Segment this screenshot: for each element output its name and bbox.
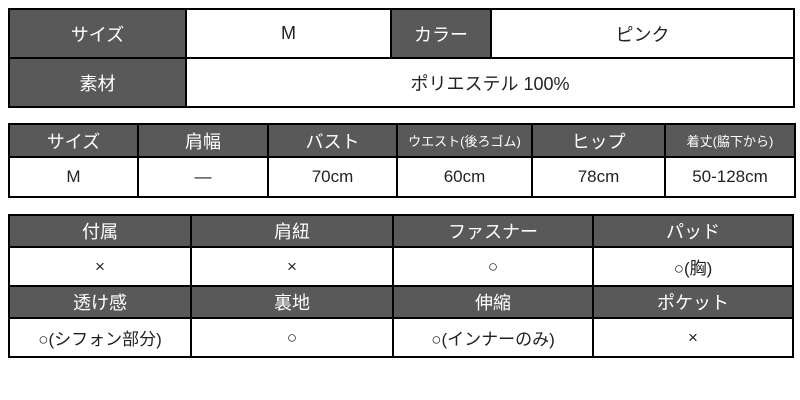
measurements-header-waist: ウエスト(後ろゴム) xyxy=(396,123,533,158)
measurements-table: サイズ 肩幅 バスト ウエスト(後ろゴム) ヒップ 着丈(脇下から) M — 7… xyxy=(8,123,796,198)
measurements-header-row: サイズ 肩幅 バスト ウエスト(後ろゴム) ヒップ 着丈(脇下から) xyxy=(8,123,796,158)
size-value: M xyxy=(185,8,392,59)
material-value: ポリエステル 100% xyxy=(185,57,795,108)
feature-value-sheerness: ○(シフォン部分) xyxy=(8,317,192,358)
features-header-row-2: 透け感 裏地 伸縮 ポケット xyxy=(8,285,794,319)
feature-label-lining: 裏地 xyxy=(190,285,394,319)
feature-label-accessories: 付属 xyxy=(8,214,192,248)
measurements-header-size: サイズ xyxy=(8,123,139,158)
features-value-row-1: × × ○ ○(胸) xyxy=(8,246,794,287)
feature-value-zipper: ○ xyxy=(392,246,594,287)
feature-label-stretch: 伸縮 xyxy=(392,285,594,319)
feature-label-pocket: ポケット xyxy=(592,285,794,319)
feature-value-accessories: × xyxy=(8,246,192,287)
measurements-header-length: 着丈(脇下から) xyxy=(664,123,796,158)
measurements-value-length: 50-128cm xyxy=(664,156,796,198)
material-label: 素材 xyxy=(8,57,187,108)
feature-value-straps: × xyxy=(190,246,394,287)
measurements-value-shoulder: — xyxy=(137,156,269,198)
summary-table: サイズ M カラー ピンク 素材 ポリエステル 100% xyxy=(8,8,795,108)
feature-value-pocket: × xyxy=(592,317,794,358)
measurements-header-hip: ヒップ xyxy=(531,123,666,158)
measurements-header-shoulder: 肩幅 xyxy=(137,123,269,158)
measurements-value-hip: 78cm xyxy=(531,156,666,198)
feature-label-sheerness: 透け感 xyxy=(8,285,192,319)
measurements-value-size: M xyxy=(8,156,139,198)
measurements-value-waist: 60cm xyxy=(396,156,533,198)
measurements-value-bust: 70cm xyxy=(267,156,398,198)
features-header-row-1: 付属 肩紐 ファスナー パッド xyxy=(8,214,794,248)
measurements-header-bust: バスト xyxy=(267,123,398,158)
feature-value-pad: ○(胸) xyxy=(592,246,794,287)
color-value: ピンク xyxy=(490,8,795,59)
summary-row-size-color: サイズ M カラー ピンク xyxy=(8,8,795,59)
measurements-value-row: M — 70cm 60cm 78cm 50-128cm xyxy=(8,156,796,198)
feature-label-zipper: ファスナー xyxy=(392,214,594,248)
summary-row-material: 素材 ポリエステル 100% xyxy=(8,57,795,108)
feature-label-pad: パッド xyxy=(592,214,794,248)
feature-label-straps: 肩紐 xyxy=(190,214,394,248)
features-value-row-2: ○(シフォン部分) ○ ○(インナーのみ) × xyxy=(8,317,794,358)
features-table: 付属 肩紐 ファスナー パッド × × ○ ○(胸) 透け感 裏地 伸縮 ポケッ… xyxy=(8,214,794,358)
feature-value-stretch: ○(インナーのみ) xyxy=(392,317,594,358)
color-label: カラー xyxy=(390,8,492,59)
feature-value-lining: ○ xyxy=(190,317,394,358)
size-label: サイズ xyxy=(8,8,187,59)
